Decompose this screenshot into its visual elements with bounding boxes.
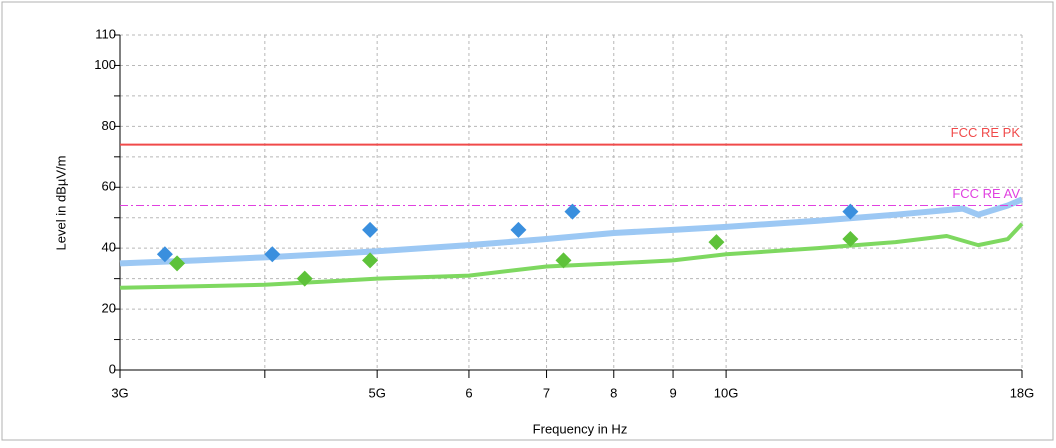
x-tick-label: 7 [543,385,550,400]
y-tick-label: 100 [94,57,116,72]
x-tick-label: 9 [669,385,676,400]
x-axis-label: Frequency in Hz [533,421,628,436]
x-tick-label: 8 [610,385,617,400]
y-tick-label: 40 [102,240,116,255]
limit-label: FCC RE AV [952,186,1020,201]
marker [362,221,379,238]
x-tick-label: 5G [368,385,385,400]
limit-label: FCC RE PK [951,125,1021,140]
x-tick-label: 6 [465,385,472,400]
trace [119,222,1024,290]
y-tick-label: 60 [102,179,116,194]
frame [1,1,1054,441]
y-tick-label: 0 [109,361,116,376]
marker [362,252,379,269]
y-tick-label: 80 [102,118,116,133]
x-tick-label: 10G [714,385,739,400]
y-tick-label: 110 [95,26,116,41]
marker [842,231,859,248]
trace [119,196,1024,267]
x-tick-label: 3G [111,385,128,400]
y-tick-label: 20 [102,301,116,316]
marker [842,203,859,220]
marker [264,246,281,263]
marker [564,203,581,220]
marker [555,252,572,269]
y-axis-label: Level in dBµV/m [53,156,68,251]
marker [296,270,313,287]
x-tick-label: 18G [1010,385,1035,400]
marker [169,255,186,272]
marker [156,246,173,263]
marker [708,234,725,251]
marker [510,221,527,238]
